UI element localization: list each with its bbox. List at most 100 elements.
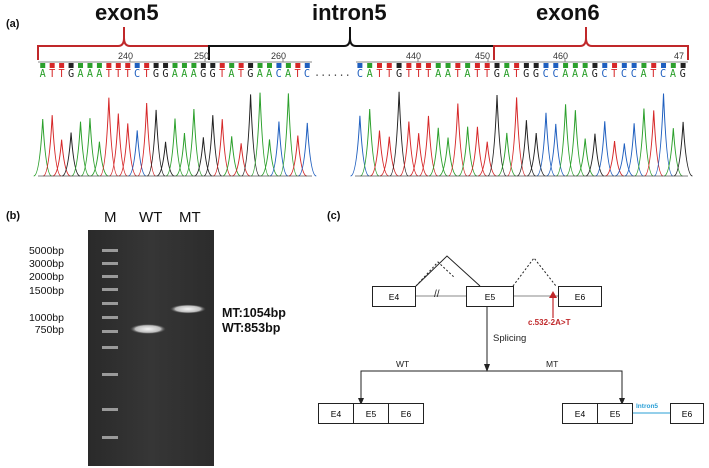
quality-square: [592, 63, 598, 68]
quality-square: [631, 63, 637, 68]
quality-square: [181, 63, 187, 68]
quality-square: [602, 63, 608, 68]
base-letter: T: [105, 69, 112, 80]
base-letter: C: [303, 69, 311, 80]
quality-square: [445, 63, 451, 68]
ladder-3000: 3000bp: [28, 258, 64, 270]
base-letter: A: [39, 69, 46, 80]
quality-square: [435, 63, 441, 68]
quality-square: [396, 63, 402, 68]
base-letter: G: [152, 69, 160, 80]
quality-square: [582, 63, 588, 68]
lane-wt-label: WT: [139, 209, 163, 226]
quality-square: [612, 63, 618, 68]
quality-square: [106, 63, 112, 68]
chromatogram-peak: [418, 115, 438, 177]
mt-branch-label: MT: [546, 359, 559, 369]
quality-square: [229, 63, 235, 68]
lane-m-label: M: [104, 209, 117, 226]
base-letter: T: [143, 69, 150, 80]
aberrant-splice-arc: [415, 261, 456, 287]
base-letter: C: [620, 69, 628, 80]
wt-e6-box: E6: [388, 403, 424, 424]
chromatogram-peak: [438, 137, 458, 177]
chromatogram-peak: [260, 139, 279, 177]
top-e4-box: E4: [372, 286, 416, 307]
gel-image: [88, 230, 214, 466]
top-e5-box: E5: [466, 286, 514, 307]
base-letter: T: [237, 69, 244, 80]
chromatogram-peak: [71, 121, 90, 177]
quality-square: [357, 63, 363, 68]
pos-250: 250: [194, 51, 210, 61]
chromatogram-peak: [448, 103, 468, 177]
base-letter: G: [67, 69, 75, 80]
chromatogram-peak: [156, 141, 175, 177]
base-letter: A: [86, 69, 93, 80]
base-letter: G: [209, 69, 216, 80]
base-letter: T: [425, 69, 432, 80]
chromatogram-peak: [624, 123, 644, 177]
base-letter: T: [483, 69, 491, 80]
quality-square: [266, 63, 272, 68]
exon6-label: exon6: [536, 0, 600, 25]
quality-square: [514, 63, 520, 68]
quality-square: [295, 63, 301, 68]
region-brackets: [37, 27, 689, 63]
chromatogram-peak: [288, 135, 307, 177]
chromatogram-peak: [585, 133, 605, 177]
chromatogram: [33, 91, 693, 177]
quality-square: [572, 63, 578, 68]
pos-240: 240: [118, 51, 134, 61]
quality-square: [153, 63, 159, 68]
base-letter: T: [405, 69, 412, 80]
chromatogram-peak: [90, 141, 109, 177]
chromatogram-peak: [279, 93, 298, 177]
chromatogram-peak: [605, 140, 625, 177]
pos-450: 450: [475, 51, 491, 61]
quality-square: [504, 63, 510, 68]
chromatogram-peak: [536, 112, 556, 177]
base-letter: A: [266, 69, 273, 80]
chromatogram-peak: [477, 141, 497, 177]
base-letter: G: [395, 69, 403, 80]
base-letter: A: [228, 69, 235, 80]
chromatogram-peak: [184, 109, 204, 177]
pos-47: 47: [674, 51, 685, 61]
base-letter: A: [562, 69, 569, 80]
ladder-750: 750bp: [34, 324, 64, 336]
base-letter: C: [630, 69, 637, 80]
chromatogram-peak: [369, 130, 389, 177]
wt-size-label: WT:853bp: [222, 321, 281, 335]
quality-square: [257, 63, 263, 68]
chromatogram-peak: [99, 97, 119, 177]
chromatogram-peak: [565, 110, 585, 177]
chromatogram-peak: [203, 115, 223, 177]
ladder-bands: [102, 249, 118, 439]
chromatogram-peak: [213, 119, 232, 177]
top-e6-box: E6: [558, 286, 602, 307]
chromatogram-peak: [298, 122, 317, 177]
chromatogram-peak: [467, 126, 487, 177]
sequence-gap: ......: [314, 68, 351, 79]
chromatogram-peak: [146, 109, 166, 177]
base-letter: A: [285, 69, 292, 80]
base-letter: G: [523, 69, 530, 80]
panel-a-tag: (a): [6, 18, 20, 30]
quality-square: [523, 63, 529, 68]
base-letter: A: [503, 69, 510, 80]
base-letter: C: [356, 69, 363, 80]
quality-square: [304, 63, 310, 68]
quality-square: [276, 63, 282, 68]
quality-square: [416, 63, 422, 68]
ladder-1500: 1500bp: [28, 285, 64, 297]
mt-e6-box: E6: [670, 403, 704, 424]
base-letter: C: [275, 69, 282, 80]
base-letter: A: [77, 69, 84, 80]
panel-c-tag: (c): [327, 210, 341, 222]
chromatogram-peak: [428, 127, 448, 177]
quality-square: [641, 63, 647, 68]
chromatogram-peak: [165, 118, 185, 177]
base-letter: T: [415, 69, 422, 80]
